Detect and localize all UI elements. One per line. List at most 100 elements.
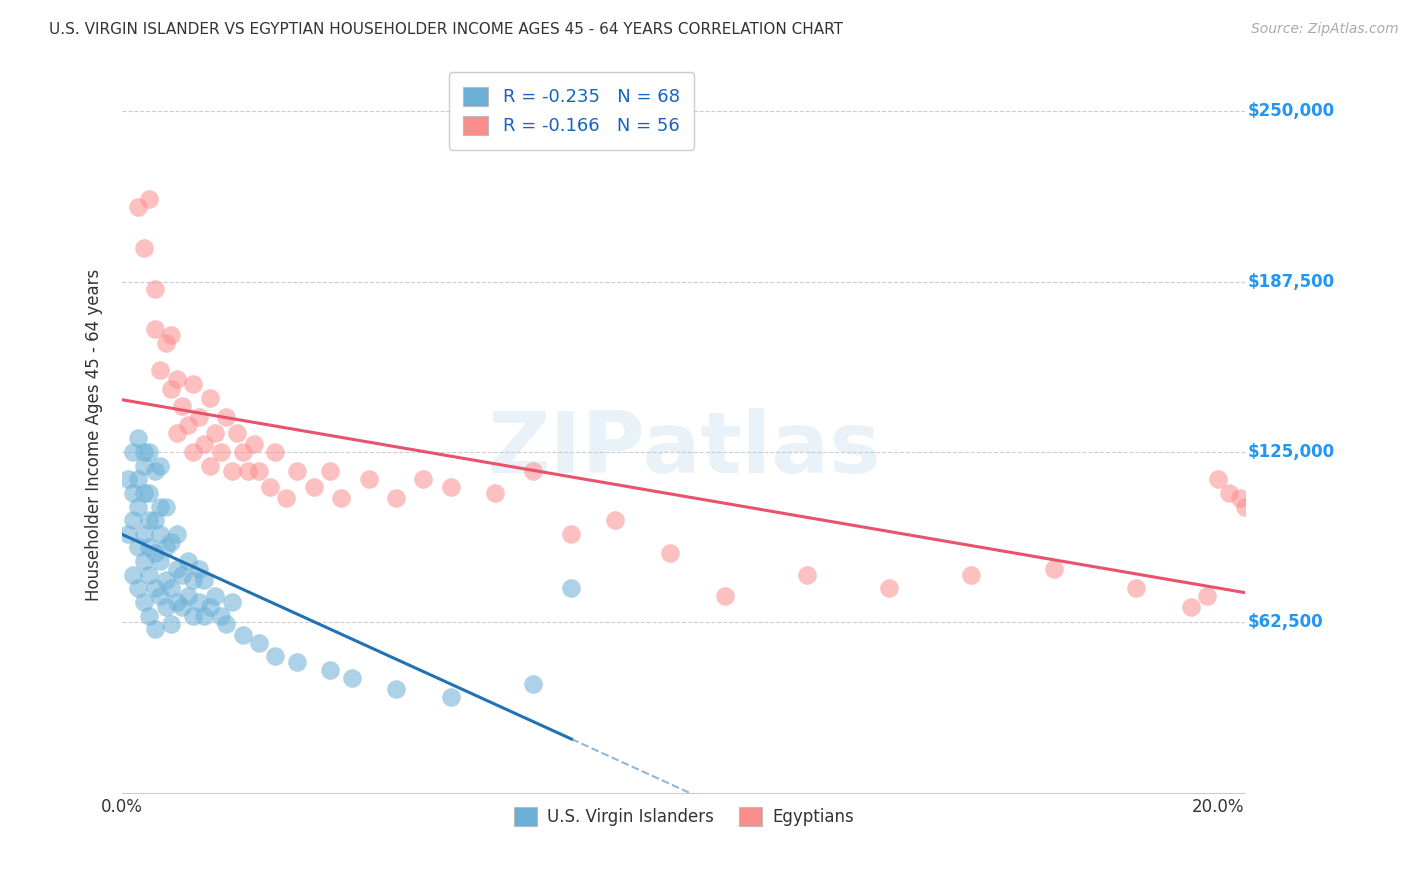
Point <box>166 595 188 609</box>
Point <box>181 608 204 623</box>
Point <box>122 513 145 527</box>
Point <box>385 491 408 506</box>
Legend: U.S. Virgin Islanders, Egyptians: U.S. Virgin Islanders, Egyptians <box>505 799 862 834</box>
Point <box>160 535 183 549</box>
Point <box>264 445 287 459</box>
Point <box>1234 500 1257 514</box>
Point <box>149 500 172 514</box>
Point <box>122 445 145 459</box>
Point <box>302 481 325 495</box>
Point <box>193 608 215 623</box>
Point <box>132 595 155 609</box>
Point <box>166 425 188 440</box>
Text: $250,000: $250,000 <box>1247 103 1334 120</box>
Point <box>236 464 259 478</box>
Y-axis label: Householder Income Ages 45 - 64 years: Householder Income Ages 45 - 64 years <box>86 268 103 601</box>
Point <box>259 481 281 495</box>
Point <box>149 590 172 604</box>
Point <box>149 554 172 568</box>
Point <box>166 371 188 385</box>
Point <box>193 437 215 451</box>
Point <box>138 445 160 459</box>
Text: $62,500: $62,500 <box>1247 614 1323 632</box>
Point <box>132 458 155 473</box>
Point <box>138 541 160 555</box>
Point <box>187 595 209 609</box>
Point <box>877 582 900 596</box>
Point <box>117 526 139 541</box>
Point <box>412 472 434 486</box>
Point <box>522 676 544 690</box>
Point <box>143 513 166 527</box>
Point <box>187 562 209 576</box>
Point <box>143 322 166 336</box>
Point <box>143 464 166 478</box>
Point <box>155 600 177 615</box>
Point <box>138 513 160 527</box>
Point <box>204 590 226 604</box>
Point <box>1180 600 1202 615</box>
Point <box>330 491 353 506</box>
Point <box>560 582 582 596</box>
Point <box>166 526 188 541</box>
Point <box>1206 472 1229 486</box>
Point <box>1197 590 1219 604</box>
Point <box>172 399 194 413</box>
Point <box>242 437 264 451</box>
Point <box>221 595 243 609</box>
Point <box>155 336 177 351</box>
Point <box>1218 486 1240 500</box>
Point <box>181 376 204 391</box>
Point <box>560 526 582 541</box>
Point <box>181 445 204 459</box>
Point <box>127 500 149 514</box>
Point <box>276 491 298 506</box>
Text: $187,500: $187,500 <box>1247 273 1334 291</box>
Point <box>155 541 177 555</box>
Point <box>198 391 221 405</box>
Point <box>247 464 270 478</box>
Point <box>127 200 149 214</box>
Text: U.S. VIRGIN ISLANDER VS EGYPTIAN HOUSEHOLDER INCOME AGES 45 - 64 YEARS CORRELATI: U.S. VIRGIN ISLANDER VS EGYPTIAN HOUSEHO… <box>49 22 844 37</box>
Point <box>177 417 200 432</box>
Point <box>127 432 149 446</box>
Point <box>187 409 209 424</box>
Point <box>659 546 682 560</box>
Point <box>160 327 183 342</box>
Point <box>181 573 204 587</box>
Point <box>522 464 544 478</box>
Point <box>357 472 380 486</box>
Point <box>714 590 737 604</box>
Point <box>143 582 166 596</box>
Text: Source: ZipAtlas.com: Source: ZipAtlas.com <box>1251 22 1399 37</box>
Point <box>143 546 166 560</box>
Point <box>117 472 139 486</box>
Point <box>484 486 506 500</box>
Point <box>122 486 145 500</box>
Point <box>385 682 408 697</box>
Point <box>138 608 160 623</box>
Point <box>1125 582 1147 596</box>
Point <box>143 282 166 296</box>
Point <box>155 573 177 587</box>
Point <box>177 590 200 604</box>
Point <box>1042 562 1064 576</box>
Point <box>132 486 155 500</box>
Point <box>440 481 463 495</box>
Point <box>160 616 183 631</box>
Point <box>127 582 149 596</box>
Point <box>1229 491 1251 506</box>
Point <box>166 562 188 576</box>
Point <box>215 616 238 631</box>
Point <box>149 363 172 377</box>
Point <box>287 464 309 478</box>
Point <box>605 513 627 527</box>
Point <box>149 458 172 473</box>
Point <box>127 472 149 486</box>
Point <box>226 425 249 440</box>
Point <box>198 458 221 473</box>
Point <box>204 425 226 440</box>
Point <box>132 554 155 568</box>
Point <box>143 622 166 636</box>
Point <box>342 671 364 685</box>
